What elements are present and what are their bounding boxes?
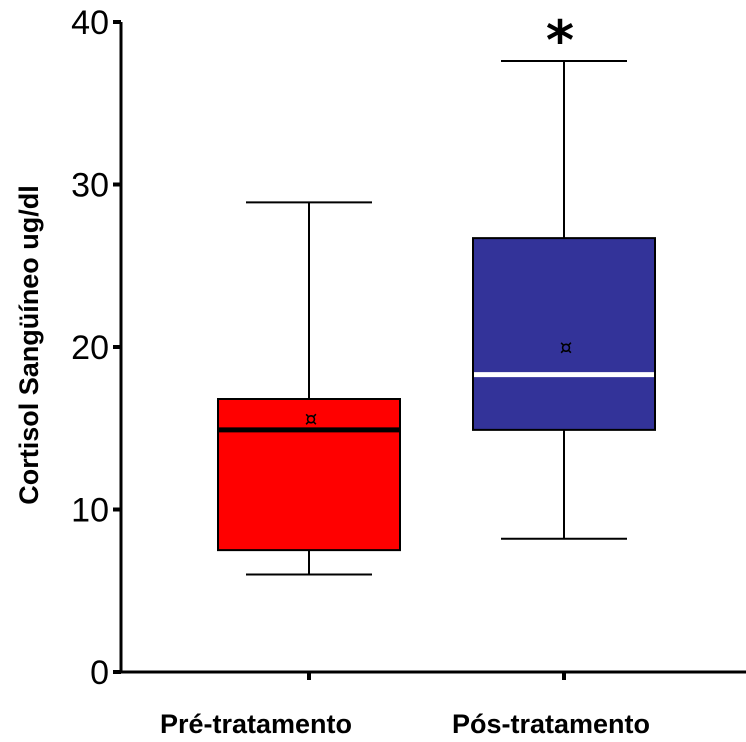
significance-asterisk: * — [546, 9, 574, 72]
x-tick-label: Pós-tratamento — [452, 709, 650, 739]
mean-marker: ¤ — [560, 335, 573, 359]
mean-marker: ¤ — [305, 407, 318, 431]
x-ticks: Pré-tratamento Pós-tratamento — [160, 672, 650, 739]
box-group: ¤ — [217, 201, 401, 576]
x-tick-label: Pré-tratamento — [160, 709, 352, 739]
y-ticks: 0 10 20 30 40 — [71, 4, 121, 692]
y-tick-label: 40 — [71, 4, 109, 42]
annotations: * — [546, 9, 574, 72]
y-axis-label: Cortisol Sangüíneo ug/dl — [14, 185, 44, 505]
box-body — [472, 237, 656, 431]
y-tick-label: 20 — [71, 329, 109, 367]
y-tick-label: 10 — [71, 492, 109, 530]
box-body — [217, 398, 401, 552]
boxes: ¤¤ — [217, 60, 656, 576]
box-group: ¤ — [472, 60, 656, 540]
y-tick-label: 0 — [90, 654, 109, 692]
y-tick-label: 30 — [71, 167, 109, 205]
